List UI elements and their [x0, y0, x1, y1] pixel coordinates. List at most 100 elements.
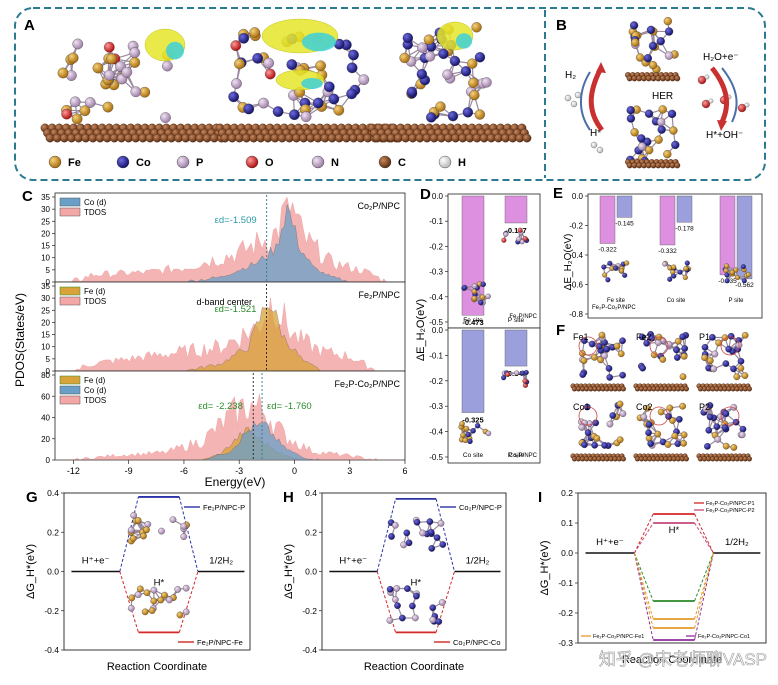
fe-atom	[459, 420, 465, 427]
energy-connector	[694, 552, 714, 620]
c-legend-swatch	[59, 375, 81, 385]
e-bar-label: -0.562	[735, 282, 754, 289]
c-ytick-label: 10	[41, 343, 50, 352]
d-bar	[504, 195, 528, 224]
panel-letter-d: D	[420, 186, 431, 203]
c-tdos-area	[55, 394, 404, 461]
e-bar-label: -0.322	[598, 246, 617, 253]
panel-letter-c: C	[22, 188, 33, 205]
energy-connector	[633, 552, 654, 602]
co-atom	[386, 585, 394, 593]
legend-a-swatch-o	[245, 155, 259, 169]
fe-atom	[474, 109, 485, 120]
co-atom	[622, 272, 628, 278]
co-atom	[730, 365, 737, 373]
co-atom	[449, 55, 461, 67]
energy-ylabel: ΔG_H*(eV)	[25, 544, 37, 599]
f-structure	[636, 402, 688, 449]
p-atom	[637, 142, 647, 151]
d-ytick-label: -0.2	[429, 242, 443, 251]
p-atom	[263, 57, 275, 69]
p-atom	[180, 522, 188, 530]
p-atom	[656, 117, 666, 127]
energy-ylabel: ΔG_H*(eV)	[539, 540, 551, 595]
carbon-atom	[620, 456, 626, 462]
c-ytick-label: 5	[46, 355, 51, 364]
o-atom	[522, 378, 528, 384]
ab-frame	[14, 7, 766, 181]
fe-atom	[730, 444, 738, 451]
p-atom	[358, 74, 370, 86]
co-atom	[673, 346, 680, 354]
fe-atom	[613, 342, 621, 350]
co-atom	[460, 66, 472, 77]
carbon-atom	[674, 75, 681, 82]
fe-atom	[648, 60, 658, 70]
fe-atom	[680, 431, 688, 439]
o-atom	[505, 371, 511, 377]
co-atom	[588, 340, 596, 348]
co-atom	[286, 59, 298, 70]
f-substrate	[570, 383, 626, 392]
fe-atom	[141, 608, 149, 616]
o-atom	[701, 99, 711, 109]
fe-atom	[722, 442, 730, 450]
c-ytick-label: 30	[41, 294, 50, 303]
c-legend-label: Co (d)	[84, 386, 107, 395]
p-atom	[437, 519, 445, 527]
p-atom	[419, 529, 426, 537]
co-atom	[406, 86, 418, 97]
o-atom	[264, 68, 276, 80]
f-site-label: Fe2	[636, 332, 652, 342]
fe-atom	[136, 585, 144, 593]
fe-atom	[597, 356, 604, 364]
co-atom	[606, 374, 614, 381]
co-atom	[462, 107, 473, 118]
co-atom	[639, 364, 647, 372]
co-atom	[739, 425, 747, 433]
e-category-label: P site	[729, 298, 745, 304]
c-legend-swatch	[59, 395, 81, 405]
co-atom	[480, 281, 486, 288]
fe-atom	[471, 22, 482, 33]
fe-atom	[467, 58, 478, 69]
legend-a-swatch-p	[176, 155, 190, 169]
energy-ytick-label: 0.2	[561, 488, 573, 498]
c-annotation-dband: d-band center	[196, 297, 252, 307]
h-atom	[596, 146, 604, 154]
c-ytick-label: 30	[41, 205, 50, 214]
co-atom	[289, 109, 300, 121]
co-atom	[674, 440, 682, 448]
o-atom	[522, 236, 528, 242]
energy-connector	[694, 522, 714, 554]
co-atom	[427, 528, 435, 536]
fe-atom	[134, 517, 142, 524]
co-atom	[741, 278, 747, 284]
co-atom	[679, 333, 686, 341]
co-atom	[671, 140, 680, 150]
h-atom	[564, 94, 572, 102]
d-structure	[501, 227, 530, 245]
p-atom	[738, 431, 746, 439]
c-tdos-area	[55, 297, 404, 372]
d-subplot-name: Co₂P/NPC	[509, 453, 538, 459]
c-ytick-label: 25	[41, 306, 50, 315]
energy-ytick-label: -0.3	[558, 638, 573, 648]
fe-atom	[654, 430, 662, 438]
d-category-label: Fe site	[463, 317, 483, 324]
co-atom	[439, 541, 447, 548]
co-atom	[426, 518, 434, 525]
co-atom	[238, 32, 250, 44]
co-atom	[428, 545, 436, 552]
p-atom	[386, 617, 394, 624]
fe-atom	[67, 52, 79, 64]
fe-atom	[150, 597, 158, 605]
co-atom	[626, 106, 635, 115]
d-ytick-label: -0.1	[429, 217, 443, 226]
c-xtick-label: 6	[402, 466, 407, 476]
e-bar	[676, 195, 693, 223]
energy-ytick-label: 0.0	[561, 548, 573, 558]
co-atom	[684, 260, 690, 266]
co-atom	[474, 422, 481, 429]
fe-atom	[671, 264, 677, 270]
